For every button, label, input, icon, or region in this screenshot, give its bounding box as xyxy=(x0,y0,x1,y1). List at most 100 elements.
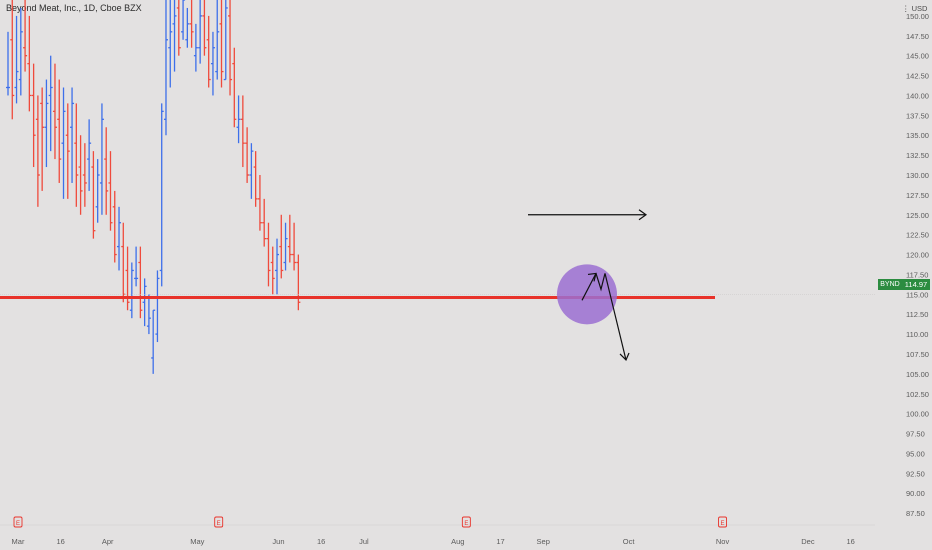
ohlc-bar xyxy=(121,222,126,303)
ohlc-bar xyxy=(31,63,36,168)
y-tick-label: 112.50 xyxy=(906,310,928,319)
ohlc-bar xyxy=(134,246,139,287)
ohlc-bar xyxy=(23,0,28,72)
ohlc-bar xyxy=(236,95,241,144)
currency-label: ⋮ USD xyxy=(902,4,927,13)
ohlc-bar xyxy=(155,270,160,343)
ohlc-bar xyxy=(91,151,96,239)
svg-text:E: E xyxy=(721,521,725,527)
highlight-circle[interactable] xyxy=(557,264,617,325)
ohlc-bar xyxy=(176,0,181,56)
earnings-icon[interactable]: E xyxy=(214,516,224,528)
ohlc-bar xyxy=(52,63,57,160)
ohlc-bar xyxy=(146,294,151,335)
horizontal-arrow-annotation[interactable] xyxy=(528,209,648,221)
ohlc-bar xyxy=(270,246,275,295)
ohlc-bar xyxy=(14,15,19,104)
y-tick-label: 132.50 xyxy=(906,151,929,160)
earnings-icon[interactable]: E xyxy=(13,516,23,528)
y-tick-label: 137.50 xyxy=(906,111,929,120)
currency-text: USD xyxy=(911,4,928,13)
ohlc-bar xyxy=(44,79,49,168)
x-tick-label: Sep xyxy=(537,537,550,546)
y-tick-label: 120.00 xyxy=(906,251,929,260)
svg-text:E: E xyxy=(217,521,221,527)
y-tick-label: 87.50 xyxy=(906,509,925,518)
last-price-badge: 114.97 xyxy=(902,279,930,290)
ohlc-bar xyxy=(266,222,271,287)
earnings-icon[interactable]: E xyxy=(461,516,471,528)
chart-title: Beyond Meat, Inc., 1D, Cboe BZX xyxy=(6,3,142,13)
y-tick-label: 110.00 xyxy=(906,330,928,339)
svg-text:E: E xyxy=(16,521,20,527)
y-tick-label: 115.00 xyxy=(906,290,928,299)
ohlc-bar xyxy=(48,55,53,152)
ohlc-bar xyxy=(232,47,237,128)
y-tick-label: 130.00 xyxy=(906,171,929,180)
symbol-badge: BYND xyxy=(878,279,902,290)
ohlc-bar xyxy=(10,0,15,120)
ohlc-bar xyxy=(117,206,122,271)
ohlc-bar xyxy=(223,0,228,81)
ohlc-bar xyxy=(172,0,177,72)
ohlc-bar xyxy=(151,309,156,374)
ohlc-bar xyxy=(40,87,45,191)
down-arrow-annotation[interactable] xyxy=(595,273,630,362)
y-tick-label: 125.00 xyxy=(906,211,929,220)
ohlc-bar xyxy=(283,222,288,271)
x-tick-label: 17 xyxy=(496,537,504,546)
x-tick-label: Jul xyxy=(359,537,369,546)
exchange-label: Cboe BZX xyxy=(100,3,142,13)
ohlc-bar xyxy=(99,103,104,215)
y-tick-label: 107.50 xyxy=(906,350,929,359)
ohlc-bar xyxy=(296,254,301,311)
ohlc-bar xyxy=(35,95,40,207)
currency-menu-icon[interactable]: ⋮ xyxy=(902,4,912,13)
svg-text:E: E xyxy=(464,521,468,527)
x-tick-label: Oct xyxy=(623,537,636,546)
ohlc-bar xyxy=(202,0,207,56)
ohlc-bar xyxy=(287,214,292,263)
symbol-name: Beyond Meat, Inc. xyxy=(6,3,79,13)
ohlc-bar xyxy=(129,262,134,319)
y-tick-label: 145.00 xyxy=(906,52,929,61)
ohlc-bar xyxy=(253,151,258,207)
ohlc-bar xyxy=(219,0,224,88)
y-tick-label: 147.50 xyxy=(906,32,929,41)
y-tick-label: 100.00 xyxy=(906,410,929,419)
ohlc-bar xyxy=(125,246,130,311)
x-tick-label: Dec xyxy=(801,537,815,546)
ohlc-bar xyxy=(240,95,245,168)
ohlc-bar xyxy=(210,31,215,96)
ohlc-bar xyxy=(257,175,262,231)
ohlc-bar xyxy=(159,103,164,287)
x-tick-label: 16 xyxy=(57,537,65,546)
y-tick-label: 150.00 xyxy=(906,12,929,21)
ohlc-bar xyxy=(95,159,100,223)
ohlc-bar xyxy=(70,87,75,183)
y-tick-label: 140.00 xyxy=(906,91,929,100)
y-tick-label: 122.50 xyxy=(906,231,929,240)
ohlc-bar xyxy=(104,127,109,215)
ohlc-bar xyxy=(87,119,92,191)
ohlc-bar xyxy=(198,0,203,64)
ohlc-bar xyxy=(181,0,186,40)
ohlc-bar xyxy=(228,0,233,96)
ohlc-bar xyxy=(215,0,220,80)
ohlc-bar xyxy=(112,190,117,263)
ohlc-bar xyxy=(189,0,194,48)
ohlc-bar xyxy=(6,31,10,96)
ohlc-bar xyxy=(292,222,297,271)
y-tick-label: 90.00 xyxy=(906,489,925,498)
earnings-icon[interactable]: E xyxy=(718,516,727,528)
y-tick-label: 102.50 xyxy=(906,390,929,399)
x-tick-label: Mar xyxy=(12,537,25,546)
y-tick-label: 135.00 xyxy=(906,131,929,140)
y-tick-label: 127.50 xyxy=(906,191,929,200)
ohlc-bar xyxy=(61,87,66,199)
x-tick-label: Jun xyxy=(272,537,284,546)
ohlc-bar xyxy=(206,15,211,88)
y-tick-label: 117.50 xyxy=(906,270,928,279)
